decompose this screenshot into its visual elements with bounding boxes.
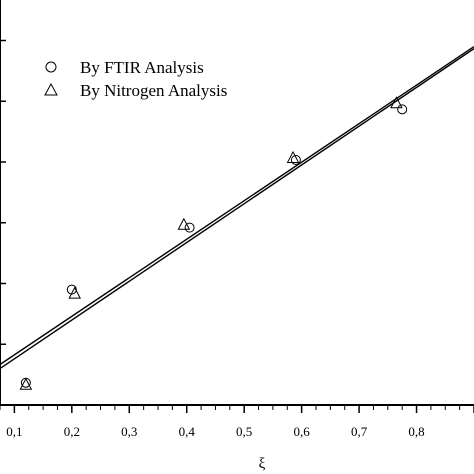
x-tick-label: 0,3 bbox=[121, 424, 137, 439]
nitrogen-point bbox=[286, 150, 300, 163]
nitrogen-point bbox=[390, 96, 403, 109]
legend: By FTIR Analysis By Nitrogen Analysis bbox=[44, 58, 227, 100]
fit-line-2 bbox=[0, 48, 474, 370]
fit-lines bbox=[0, 45, 474, 370]
ftir-point bbox=[290, 154, 301, 165]
legend-circle-marker bbox=[45, 61, 57, 73]
y-axis-ticks bbox=[0, 39, 6, 406]
x-tick-label: 0,4 bbox=[179, 424, 196, 439]
nitrogen-point bbox=[177, 217, 191, 230]
legend-entry-nitrogen: By Nitrogen Analysis bbox=[44, 81, 227, 100]
legend-entry-ftir: By FTIR Analysis bbox=[45, 58, 204, 77]
fit-line-1 bbox=[0, 45, 474, 366]
x-axis-tick-labels: 0,1 0,2 0,3 0,4 0,5 0,6 0,7 0,8 bbox=[6, 424, 424, 439]
x-tick-label: 0,6 bbox=[294, 424, 311, 439]
x-tick-label: 0,7 bbox=[351, 424, 368, 439]
x-tick-label: 0,5 bbox=[236, 424, 252, 439]
plot-area: 0,1 0,2 0,3 0,4 0,5 0,6 0,7 0,8 bbox=[0, 0, 474, 439]
legend-label-nitrogen: By Nitrogen Analysis bbox=[80, 81, 227, 100]
legend-triangle-marker bbox=[44, 82, 58, 96]
x-tick-label: 0,2 bbox=[64, 424, 80, 439]
x-tick-label: 0,8 bbox=[408, 424, 424, 439]
nitrogen-point bbox=[68, 286, 82, 299]
legend-label-ftir: By FTIR Analysis bbox=[80, 58, 204, 77]
nitrogen-point bbox=[19, 377, 33, 390]
x-tick-label: 0,1 bbox=[6, 424, 22, 439]
data-markers bbox=[19, 96, 408, 390]
x-axis-ticks bbox=[0, 405, 474, 413]
x-axis-label: ξ bbox=[259, 456, 266, 472]
ftir-point bbox=[397, 104, 408, 115]
ftir-point bbox=[184, 222, 195, 233]
